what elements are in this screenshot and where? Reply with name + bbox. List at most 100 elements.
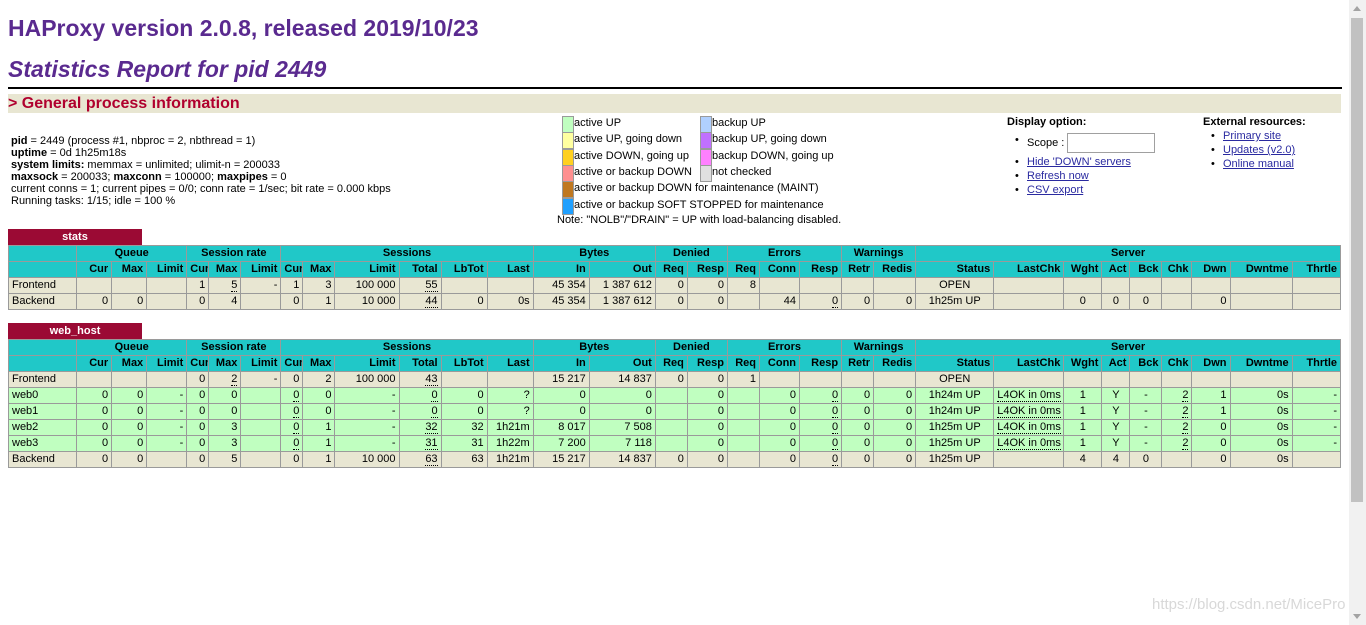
table-cell: 0	[280, 419, 304, 436]
table-cell: -	[1129, 435, 1163, 452]
tooltip-value[interactable]: 2	[1182, 437, 1189, 450]
table-cell: 1h25m UP	[915, 419, 995, 436]
table-cell: 0	[686, 293, 728, 310]
tooltip-value[interactable]: L4OK in 0ms	[997, 421, 1061, 434]
table-cell	[486, 277, 534, 294]
table-cell: 4	[1101, 451, 1131, 468]
table-cell: 5	[208, 451, 242, 468]
table-cell: 3	[208, 435, 242, 452]
tooltip-value[interactable]: 63	[425, 453, 438, 466]
table-cell: 0	[111, 435, 148, 452]
table-cell	[726, 293, 760, 310]
tooltip-value[interactable]: 0	[293, 389, 300, 402]
scroll-down-icon[interactable]	[1353, 614, 1361, 619]
tooltip-value[interactable]: 31	[425, 437, 438, 450]
column-header: Status	[915, 355, 995, 372]
column-header: Wght	[1063, 261, 1103, 278]
refresh-now-link[interactable]: Refresh now	[1027, 170, 1089, 182]
tooltip-value[interactable]: 43	[425, 373, 438, 386]
row-name[interactable]: Frontend	[7, 277, 78, 294]
row-name[interactable]: Frontend	[7, 371, 78, 388]
hide-down-servers-link[interactable]: Hide 'DOWN' servers	[1027, 156, 1131, 168]
proxy-name-stats[interactable]: stats	[8, 229, 142, 245]
info-maxsock: maxsock = 200033; maxconn = 100000; maxp…	[11, 171, 287, 183]
column-header: Act	[1101, 355, 1131, 372]
tooltip-value[interactable]: 0	[431, 389, 438, 402]
table-cell: 0	[76, 293, 113, 310]
table-cell: 2	[1161, 419, 1193, 436]
tooltip-value[interactable]: 2	[231, 373, 238, 386]
proxy-name-web-host[interactable]: web_host	[8, 323, 142, 339]
legend-label: active or backup DOWN	[574, 165, 692, 178]
updates-link[interactable]: Updates (v2.0)	[1223, 144, 1296, 156]
csv-export-link[interactable]: CSV export	[1027, 184, 1084, 196]
scroll-up-icon[interactable]	[1353, 6, 1361, 11]
primary-site-link[interactable]: Primary site	[1223, 130, 1282, 142]
tooltip-value[interactable]: L4OK in 0ms	[997, 405, 1061, 418]
table-cell	[240, 435, 282, 452]
legend-label: active UP	[574, 117, 622, 129]
legend-swatch	[700, 148, 712, 166]
online-manual-link[interactable]: Online manual	[1223, 158, 1294, 170]
tooltip-value[interactable]: 0	[831, 389, 839, 402]
row-name[interactable]: web3	[7, 435, 78, 452]
table-cell: 100 000	[334, 371, 400, 388]
tooltip-value[interactable]: 2	[1182, 405, 1189, 418]
table-cell	[654, 435, 688, 452]
table-cell: 0	[686, 403, 728, 420]
column-header: Dwntme	[1229, 261, 1293, 278]
tooltip-value[interactable]: L4OK in 0ms	[997, 389, 1061, 402]
table-cell: 3	[208, 419, 242, 436]
row-name[interactable]: Backend	[7, 451, 78, 468]
column-header: Conn	[758, 261, 801, 278]
tooltip-value[interactable]: 0	[831, 405, 839, 418]
table-cell: 1h25m UP	[915, 435, 995, 452]
table-cell: 1	[302, 451, 336, 468]
tooltip-value[interactable]: 0	[831, 295, 839, 308]
tooltip-value[interactable]: 5	[231, 279, 238, 292]
tooltip-value[interactable]: 0	[293, 405, 300, 418]
table-cell	[841, 277, 875, 294]
column-group-header: Denied	[654, 245, 728, 262]
table-cell	[1229, 277, 1293, 294]
vertical-scrollbar[interactable]	[1349, 0, 1366, 625]
row-name[interactable]: web2	[7, 419, 78, 436]
scrollbar-thumb[interactable]	[1351, 18, 1363, 502]
row-name[interactable]: web0	[7, 387, 78, 404]
column-header: Cur	[76, 355, 113, 372]
tooltip-value[interactable]: 0	[831, 437, 839, 450]
tooltip-value[interactable]: 2	[1182, 389, 1189, 402]
tooltip-value[interactable]: 0	[293, 437, 300, 450]
tooltip-value[interactable]: 32	[425, 421, 438, 434]
tooltip-value[interactable]: 55	[425, 279, 438, 292]
table-cell: 0	[841, 293, 875, 310]
page-title: HAProxy version 2.0.8, released 2019/10/…	[8, 15, 479, 41]
tooltip-value[interactable]: 0	[831, 453, 839, 466]
table-cell: 32	[440, 419, 488, 436]
column-header: Cur	[186, 261, 210, 278]
table-cell: 0	[758, 387, 801, 404]
tooltip-value[interactable]: 44	[425, 295, 438, 308]
tooltip-value[interactable]: 0	[293, 421, 300, 434]
table-cell: -	[240, 277, 282, 294]
frontend-row: Frontend 1 5-1 3 100 000 55 45 354 1 387 612 0 0 8…	[7, 277, 1342, 294]
external-resources-title: External resources:	[1203, 116, 1306, 128]
server-row: web0 0 0-0 0 0 0-0 0? 0 0 0 0 0 0 0 1h24m UP L4OK in 0m…	[7, 387, 1342, 404]
column-header: Bck	[1129, 355, 1163, 372]
row-name[interactable]: web1	[7, 403, 78, 420]
tooltip-value[interactable]: 0	[431, 405, 438, 418]
tooltip-value[interactable]: 2	[1182, 421, 1189, 434]
table-cell: 0	[799, 293, 843, 310]
table-cell: 31	[398, 435, 442, 452]
tooltip-value[interactable]: L4OK in 0ms	[997, 437, 1061, 450]
column-header: LbTot	[440, 261, 488, 278]
row-name[interactable]: Backend	[7, 293, 78, 310]
legend-label: backup DOWN, going up	[712, 149, 834, 162]
scope-input[interactable]	[1067, 133, 1156, 153]
table-cell: 44	[398, 293, 442, 310]
column-header: Redis	[873, 261, 917, 278]
table-cell	[654, 419, 688, 436]
table-cell	[726, 435, 760, 452]
tooltip-value[interactable]: 0	[831, 421, 839, 434]
column-header: Out	[588, 355, 656, 372]
